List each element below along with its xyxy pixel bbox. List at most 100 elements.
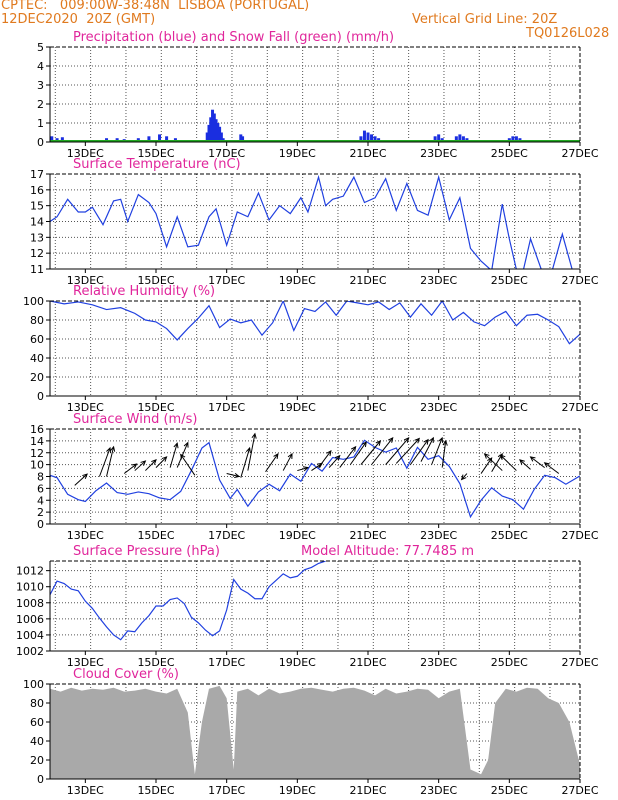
wind-arrow xyxy=(123,463,137,474)
series-line xyxy=(50,174,573,269)
wind-arrow xyxy=(74,473,88,486)
header-grid-note: Vertical Grid Line: 20Z xyxy=(412,12,558,27)
wind-arrow-head xyxy=(361,441,367,448)
wind-arrow xyxy=(371,437,394,465)
precip-bar xyxy=(241,136,245,142)
x-tick-label: 27DEC xyxy=(561,529,598,542)
y-tick-label: 16 xyxy=(30,184,44,197)
precip-bar xyxy=(373,136,377,142)
y-tick-label: 1002 xyxy=(16,645,44,658)
x-tick-label: 13DEC xyxy=(67,784,104,797)
wind-arrow xyxy=(385,437,410,465)
wind-arrow xyxy=(349,441,367,465)
x-tick-label: 19DEC xyxy=(279,529,316,542)
panel-title: Precipitation (blue) and Snow Fall (gree… xyxy=(73,30,394,45)
wind-arrow-head xyxy=(429,436,434,443)
x-tick-label: 21DEC xyxy=(349,401,386,414)
wind-arrow-head xyxy=(423,438,429,445)
x-tick-label: 23DEC xyxy=(420,656,457,669)
wind-arrow-head xyxy=(161,456,168,462)
x-tick-label: 13DEC xyxy=(67,274,104,287)
wind-arrow xyxy=(530,456,545,468)
y-tick-label: 80 xyxy=(30,697,44,710)
wind-arrow-head xyxy=(82,473,88,479)
panel-title: Relative Humidity (%) xyxy=(73,284,215,299)
precip-bar xyxy=(366,132,370,142)
y-tick-label: 100 xyxy=(23,678,44,691)
x-tick-label: 13DEC xyxy=(67,401,104,414)
y-tick-label: 13 xyxy=(30,231,44,244)
wind-arrow xyxy=(420,437,434,462)
wind-arrow-head xyxy=(388,437,394,443)
wind-arrow-head xyxy=(499,454,506,460)
wind-arrow-head xyxy=(183,441,189,448)
wind-arrow-head xyxy=(245,446,251,454)
panel-title: Surface Temperature (nC) xyxy=(73,157,241,172)
wind-arrow-head xyxy=(326,450,332,456)
wind-arrow xyxy=(265,453,279,473)
wind-arrow-head xyxy=(497,452,503,459)
wind-arrow-head xyxy=(110,445,116,452)
series-line xyxy=(50,439,580,519)
x-tick-label: 21DEC xyxy=(349,656,386,669)
wind-arrow xyxy=(297,467,309,472)
y-tick-label: 0 xyxy=(37,518,44,531)
x-tick-label: 17DEC xyxy=(208,656,245,669)
x-tick-label: 21DEC xyxy=(349,147,386,160)
wind-arrow-head xyxy=(543,462,550,468)
wind-arrow-head xyxy=(106,446,112,454)
header-location: CPTEC: 009:00W-38:48N LISBOA (PORTUGAL) xyxy=(1,0,310,13)
x-tick-label: 17DEC xyxy=(208,274,245,287)
wind-arrow xyxy=(98,447,111,477)
y-tick-label: 100 xyxy=(23,295,44,308)
wind-arrow-head xyxy=(403,437,410,443)
precip-bar xyxy=(60,137,64,142)
x-tick-label: 25DEC xyxy=(491,274,528,287)
wind-arrow-head xyxy=(151,459,157,465)
y-tick-label: 12 xyxy=(30,447,44,460)
wind-arrow-head xyxy=(529,456,536,462)
x-tick-label: 17DEC xyxy=(208,784,245,797)
wind-arrow-head xyxy=(442,439,448,446)
x-tick-label: 23DEC xyxy=(420,401,457,414)
y-tick-label: 4 xyxy=(37,60,44,73)
precip-bar xyxy=(454,136,458,142)
precip-bar xyxy=(205,132,209,142)
x-tick-label: 25DEC xyxy=(491,401,528,414)
y-tick-label: 60 xyxy=(30,333,44,346)
y-tick-label: 0 xyxy=(37,773,44,786)
x-tick-label: 21DEC xyxy=(349,529,386,542)
wind-arrow-head xyxy=(302,466,310,472)
panel-title: Surface Pressure (hPa) xyxy=(73,544,220,559)
y-tick-label: 1 xyxy=(37,117,44,130)
y-tick-label: 2 xyxy=(37,98,44,111)
precip-bar xyxy=(362,130,366,142)
y-tick-label: 10 xyxy=(30,459,44,472)
y-tick-label: 80 xyxy=(30,314,44,327)
cloud-cover-area xyxy=(50,685,580,779)
wind-arrow xyxy=(409,439,429,465)
wind-arrow xyxy=(318,450,332,468)
precip-bar xyxy=(216,123,220,142)
x-tick-label: 25DEC xyxy=(491,784,528,797)
wind-arrow-head xyxy=(140,460,147,466)
x-tick-label: 23DEC xyxy=(420,274,457,287)
wind-arrow-head xyxy=(180,453,186,460)
y-tick-label: 11 xyxy=(30,263,44,276)
precip-bar xyxy=(219,132,223,142)
wind-arrow-head xyxy=(131,463,138,469)
precip-bar xyxy=(158,134,162,142)
wind-arrow-head xyxy=(234,472,241,479)
wind-arrow xyxy=(155,456,167,468)
wind-arrow xyxy=(106,446,115,477)
x-tick-label: 21DEC xyxy=(349,784,386,797)
y-tick-label: 40 xyxy=(30,352,44,365)
precip-bar xyxy=(209,117,213,142)
wind-arrow-head xyxy=(483,453,490,459)
y-tick-label: 16 xyxy=(30,423,44,436)
wind-arrow xyxy=(519,459,531,470)
precip-bar xyxy=(458,134,462,142)
wind-arrow xyxy=(480,457,493,474)
x-tick-label: 19DEC xyxy=(279,656,316,669)
